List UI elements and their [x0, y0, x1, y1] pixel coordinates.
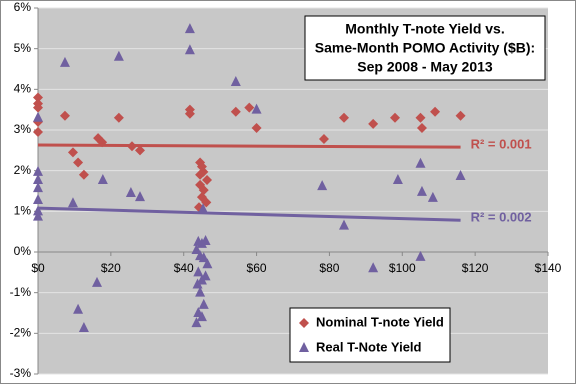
y-tick-label: 0% — [14, 244, 32, 258]
legend-marker — [299, 318, 309, 328]
point — [368, 118, 379, 129]
trendline — [37, 143, 461, 149]
legend-label: Nominal T-note Yield — [316, 314, 444, 329]
x-tick-label: $20 — [101, 261, 121, 275]
chart-title: Monthly T-note Yield vs. — [345, 21, 504, 37]
point — [318, 133, 329, 144]
point — [33, 205, 43, 216]
legend-box — [289, 307, 451, 363]
point — [33, 165, 43, 176]
point — [191, 317, 202, 328]
y-tick-label: -3% — [10, 366, 32, 380]
trendline-label: R² = 0.002 — [471, 210, 532, 225]
point — [33, 182, 43, 193]
point — [202, 175, 213, 186]
point — [416, 185, 427, 196]
point — [196, 311, 207, 322]
point — [135, 191, 145, 202]
point — [368, 262, 379, 273]
point — [198, 298, 209, 309]
point — [244, 102, 255, 113]
point — [192, 278, 203, 289]
point — [230, 76, 241, 87]
y-tick-label: 6% — [14, 0, 32, 14]
point — [33, 174, 43, 185]
trendline-label: R² = 0.001 — [471, 137, 532, 152]
point — [200, 235, 211, 246]
point — [59, 110, 70, 121]
point — [317, 180, 328, 191]
chart-title: Sep 2008 - May 2013 — [357, 59, 493, 75]
x-tick-label: $80 — [319, 261, 339, 275]
legend-label: Real T-Note Yield — [316, 339, 422, 354]
chart-title: Same-Month POMO Activity ($B): — [315, 40, 535, 56]
point — [33, 193, 43, 204]
point — [78, 169, 89, 180]
point — [113, 112, 124, 123]
y-tick-label: -1% — [10, 285, 32, 299]
point — [184, 23, 195, 34]
point — [198, 252, 209, 263]
point — [198, 203, 209, 214]
x-tick-label: $140 — [535, 261, 562, 275]
point — [67, 147, 78, 158]
point — [184, 108, 195, 119]
point — [339, 219, 349, 230]
point — [430, 106, 441, 117]
y-tick-label: 3% — [14, 122, 32, 136]
point — [135, 145, 145, 156]
point — [230, 106, 241, 117]
point — [339, 112, 349, 123]
point — [195, 286, 206, 297]
x-tick-label: $40 — [174, 261, 194, 275]
point — [251, 103, 262, 114]
point — [78, 322, 89, 333]
point — [198, 166, 209, 177]
point — [415, 112, 426, 123]
point — [59, 56, 70, 67]
point — [390, 112, 400, 123]
x-tick-label: $60 — [247, 261, 267, 275]
point — [427, 191, 438, 202]
legend-marker — [299, 342, 309, 352]
point — [455, 110, 466, 121]
point — [33, 111, 43, 122]
point — [184, 44, 195, 55]
trendline — [37, 206, 461, 222]
point — [200, 270, 211, 281]
point — [33, 210, 43, 221]
point — [113, 50, 124, 61]
point — [97, 174, 108, 185]
point — [33, 102, 43, 113]
x-tick-label: $100 — [389, 261, 416, 275]
point — [193, 266, 204, 277]
point — [33, 127, 43, 138]
point — [415, 157, 426, 168]
point — [455, 169, 466, 180]
point — [73, 157, 84, 168]
point — [33, 92, 43, 103]
point — [251, 122, 262, 133]
y-tick-label: -2% — [10, 326, 32, 340]
y-tick-label: 4% — [14, 82, 32, 96]
y-tick-label: 5% — [14, 41, 32, 55]
point — [73, 303, 84, 314]
point — [92, 276, 103, 287]
point — [416, 122, 427, 133]
point — [125, 187, 136, 198]
point — [67, 197, 78, 208]
y-tick-label: 2% — [14, 163, 32, 177]
point — [191, 243, 202, 254]
x-tick-label: $120 — [462, 261, 489, 275]
point — [415, 250, 426, 261]
point — [202, 258, 213, 269]
point — [198, 185, 209, 196]
x-tick-label: $0 — [31, 261, 45, 275]
point — [392, 174, 403, 185]
title-box — [304, 15, 546, 81]
y-tick-label: 1% — [14, 204, 32, 218]
